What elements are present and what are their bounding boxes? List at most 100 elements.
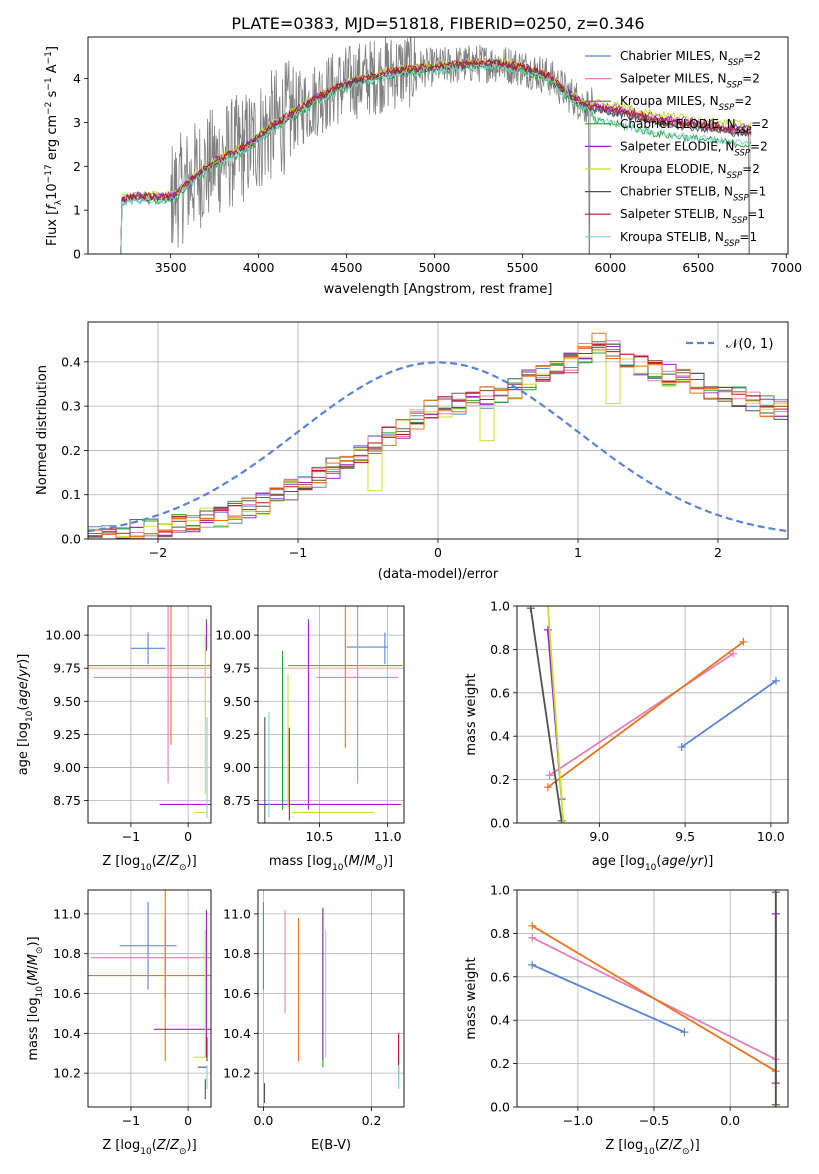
label-part: )]	[16, 654, 31, 664]
weight-marker	[771, 890, 780, 897]
weight-marker	[543, 783, 552, 792]
y-tick-label: 0.0	[490, 816, 510, 831]
legend-label: Salpeter ELODIE, NSSP=2	[620, 139, 768, 158]
weight_vs_age-axes: 9.0 9.5 10.0 0.0 0.2 0.4 0.6 0.8 1.0 age [log10(a…	[464, 599, 789, 873]
weight-series	[771, 890, 780, 1107]
label-part: )]	[703, 854, 713, 869]
y-tick-label: 10.2	[223, 1066, 251, 1081]
label-part: )]	[383, 854, 393, 869]
x-tick-label: −1	[122, 1113, 140, 1128]
x-tick-label: 0.0	[720, 1113, 740, 1128]
label-part: (	[16, 706, 31, 711]
label-part: yr	[16, 662, 31, 678]
weight-line	[546, 606, 565, 823]
y-tick-label: 0.8	[490, 926, 510, 941]
legend-sub: SSP	[736, 126, 752, 136]
y-tick-label: 4	[73, 71, 81, 86]
legend-text: Salpeter ELODIE, N	[620, 139, 734, 153]
errorbar	[119, 901, 177, 990]
label-part: /	[686, 854, 691, 869]
y-tick-label: 0.6	[490, 685, 510, 700]
weight-line	[681, 680, 777, 748]
legend-label: Chabrier MILES, NSSP=2	[620, 49, 761, 68]
y-tick-label: 10.6	[223, 986, 251, 1001]
label-part: Z	[169, 1138, 180, 1153]
model-spectrum	[117, 61, 752, 254]
y-tick-label: 10.00	[45, 628, 81, 643]
legend-label: Salpeter STELIB, NSSP=1	[620, 207, 765, 226]
legend-sub: SSP	[728, 58, 744, 68]
x-tick-label: 10.0	[757, 829, 785, 844]
label-part: (	[152, 854, 157, 869]
legend-label: Kroupa STELIB, NSSP=1	[620, 230, 757, 249]
y-axis-label: mass [log10(M/M⊙)]	[26, 936, 45, 1060]
label-part: /	[669, 1138, 674, 1153]
legend-label: Kroupa ELODIE, NSSP=2	[620, 162, 760, 181]
weight-marker	[528, 921, 537, 930]
y-tick-label: 10.4	[223, 1026, 251, 1041]
x-tick-label: 0.0	[253, 1113, 273, 1128]
weight-marker	[771, 676, 780, 685]
label-part: ⊙	[682, 1147, 690, 1157]
y-tick-label: 0.2	[490, 1056, 510, 1071]
weight-marker	[729, 649, 738, 658]
label-part: 10	[332, 863, 344, 873]
y-axis-label: mass weight	[464, 957, 479, 1039]
weight-marker	[557, 816, 566, 823]
label-part: Z [log	[102, 854, 140, 869]
errorbar	[288, 606, 403, 748]
spectrum-axes: 3500 4000 4500 5000 5500 6000 6500 7000 0 1 2 3 4 Cha…	[44, 36, 802, 297]
weight_vs_Z-axes: −1.0 −0.5 0.00.00.20.40.60.81.0Z [log10(Z/…	[464, 883, 789, 1157]
label-part: (	[26, 981, 41, 986]
weight-series	[545, 649, 738, 780]
residual-histogram	[88, 344, 788, 539]
label-part: 10	[140, 863, 152, 873]
label-part: f	[45, 203, 60, 210]
label-part: age [log	[592, 854, 645, 869]
x-tick-label: 5500	[507, 260, 539, 275]
legend-suffix: =2	[742, 72, 760, 86]
legend-label: Salpeter MILES, NSSP=2	[620, 72, 760, 91]
y-tick-label: 3	[73, 115, 81, 130]
label-part: /	[26, 965, 41, 970]
x-axis-label: E(B-V)	[311, 1138, 351, 1153]
weight-series	[543, 606, 568, 823]
y-tick-label: 1	[73, 203, 81, 218]
label-part: Z	[659, 1138, 670, 1153]
label-part: )]	[26, 936, 41, 946]
y-tick-label: 0.4	[490, 1013, 510, 1028]
y-tick-label: 10.4	[53, 1026, 81, 1041]
label-part: 10	[645, 863, 657, 873]
x-axis-label: age [log10(age/yr)]	[592, 854, 714, 873]
label-part: λ	[54, 199, 64, 205]
y-axis-label: age [log10(age/yr)]	[16, 654, 35, 776]
y-tick-label: 10.6	[53, 986, 81, 1001]
x-tick-label: −1.0	[563, 1113, 593, 1128]
y-tick-label: 9.50	[223, 694, 251, 709]
label-part: )]	[690, 1138, 700, 1153]
model-spectrum	[117, 58, 752, 254]
legend-suffix: =1	[749, 185, 767, 199]
x-tick-label: 9.0	[589, 829, 609, 844]
normal-legend: 𝒩(0, 1)	[686, 337, 773, 352]
y-tick-label: 0.4	[61, 354, 81, 369]
legend-label: 𝒩(0, 1)	[726, 337, 773, 352]
y-tick-label: 9.00	[223, 760, 251, 775]
label-part: Z	[672, 1138, 683, 1153]
label-part: (	[152, 1138, 157, 1153]
legend-text: Chabrier MILES, N	[620, 49, 728, 63]
x-tick-label: 10.5	[305, 829, 333, 844]
y-tick-label: 11.0	[223, 906, 251, 921]
legend-suffix: =2	[734, 94, 752, 108]
mass_vs_ebv-plot-area	[258, 890, 404, 1107]
x-tick-label: 4000	[243, 260, 275, 275]
weight-marker	[543, 606, 552, 610]
label-part: 10	[140, 1147, 152, 1157]
weight-marker	[771, 1100, 780, 1107]
legend-sub: SSP	[719, 103, 735, 113]
y-tick-label: 2	[73, 159, 81, 174]
errorbar	[88, 890, 211, 1062]
legend-suffix: =2	[743, 49, 761, 63]
